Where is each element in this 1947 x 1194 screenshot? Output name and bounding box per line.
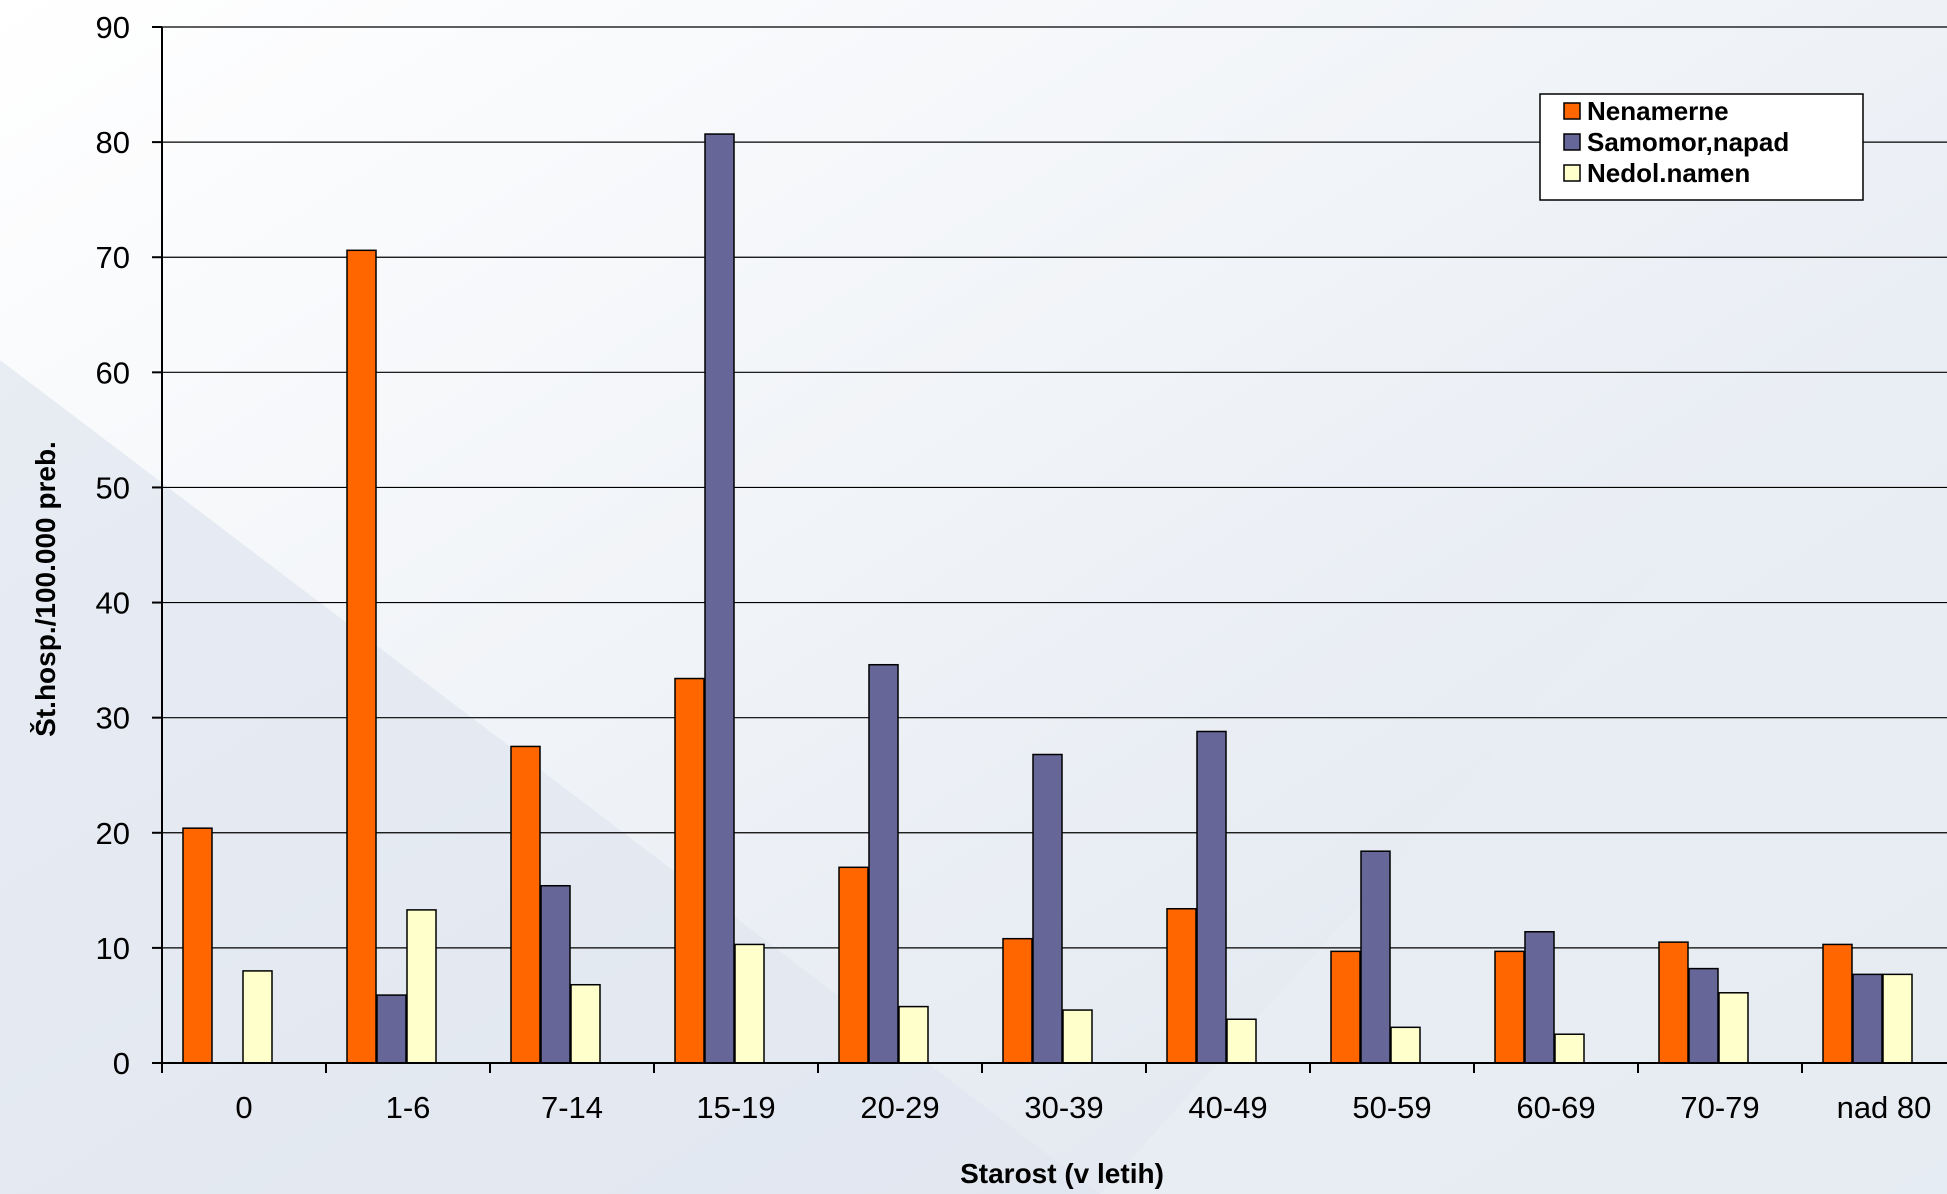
- bar: [1852, 973, 1883, 1064]
- y-tick-label: 60: [96, 355, 130, 390]
- bar: [1002, 937, 1033, 1064]
- y-tick-label: 80: [96, 125, 130, 160]
- bar: [540, 884, 571, 1064]
- bar: [1524, 931, 1555, 1064]
- bar: [1822, 943, 1853, 1064]
- bar: [1360, 850, 1391, 1064]
- bar: [1226, 1018, 1257, 1064]
- bar: [1658, 941, 1689, 1064]
- y-tick-label: 30: [96, 701, 130, 736]
- bar: [1882, 973, 1913, 1064]
- bar: [1494, 950, 1525, 1064]
- bar: [674, 677, 705, 1064]
- bar: [1554, 1033, 1585, 1064]
- bar: [346, 249, 377, 1064]
- y-tick-label: 10: [96, 931, 130, 966]
- bar: [1196, 730, 1227, 1064]
- bar: [510, 745, 541, 1064]
- legend-label: Samomor,napad: [1587, 127, 1789, 157]
- legend-label: Nedol.namen: [1587, 158, 1750, 188]
- bar: [1390, 1026, 1421, 1064]
- bar: [838, 866, 869, 1064]
- bar: [704, 133, 735, 1064]
- y-tick-label: 40: [96, 586, 130, 621]
- bar: [734, 943, 765, 1064]
- x-tick-label: nad 80: [1837, 1090, 1932, 1125]
- x-tick-label: 7-14: [541, 1090, 603, 1125]
- legend-label: Nenamerne: [1587, 96, 1729, 126]
- legend-swatch: [1563, 102, 1581, 120]
- y-tick-label: 0: [113, 1046, 130, 1081]
- axes: [152, 26, 1947, 1073]
- x-tick-labels: 0 1-6 7-14 15-19 20-29 30-39 40-49 50-59 60-69 70…: [235, 1090, 1931, 1125]
- x-tick-label: 20-29: [860, 1090, 939, 1125]
- x-tick-label: 15-19: [696, 1090, 775, 1125]
- bar: [1166, 908, 1197, 1064]
- bar: [1330, 950, 1361, 1064]
- legend-swatch: [1563, 164, 1581, 182]
- x-tick-label: 40-49: [1188, 1090, 1267, 1125]
- y-tick-label: 70: [96, 240, 130, 275]
- bar: [1718, 992, 1749, 1064]
- bar: [376, 994, 407, 1064]
- bar: [1688, 967, 1719, 1064]
- y-tick-label: 90: [96, 10, 130, 45]
- bar: [1062, 1009, 1093, 1064]
- bars: [182, 133, 1913, 1064]
- bar: [1032, 753, 1063, 1064]
- y-tick-label: 20: [96, 816, 130, 851]
- x-tick-label: 70-79: [1680, 1090, 1759, 1125]
- bar: [182, 827, 213, 1064]
- legend-swatch: [1563, 133, 1581, 151]
- bar: [898, 1005, 929, 1064]
- x-tick-label: 60-69: [1516, 1090, 1595, 1125]
- x-tick-label: 0: [235, 1090, 252, 1125]
- x-tick-label: 1-6: [386, 1090, 431, 1125]
- bar: [570, 983, 601, 1064]
- y-axis-title: Št.hosp./100.000 preb.: [29, 441, 61, 737]
- bar: [868, 663, 899, 1064]
- x-tick-label: 30-39: [1024, 1090, 1103, 1125]
- bar: [406, 909, 437, 1064]
- x-tick-label: 50-59: [1352, 1090, 1431, 1125]
- x-axis-title: Starost (v letih): [960, 1158, 1164, 1189]
- legend-box: [1539, 93, 1864, 201]
- y-tick-label: 50: [96, 470, 130, 505]
- bar: [242, 970, 273, 1064]
- y-tick-labels: 0 10 20 30 40 50 60 70 80 90: [96, 10, 130, 1081]
